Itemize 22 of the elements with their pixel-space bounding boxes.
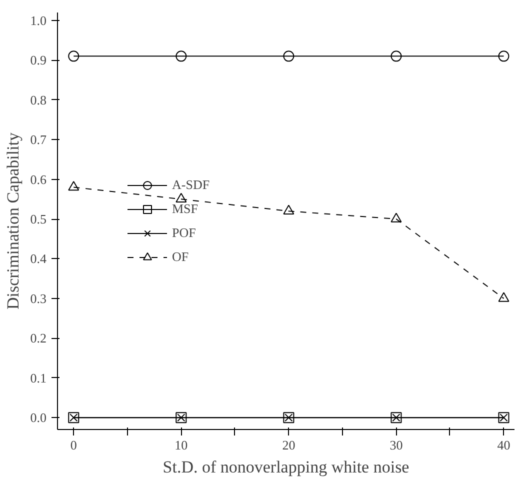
x-tick-label: 0 [70, 438, 77, 452]
x-axis-title: St.D. of nonoverlapping white noise [162, 458, 410, 476]
legend-label: MSF [172, 200, 198, 216]
y-tick-label: 0.1 [30, 370, 46, 386]
x-tick-label: 30 [390, 438, 403, 452]
y-tick-label: 0.8 [30, 92, 46, 108]
y-tick-label: 0.4 [30, 251, 47, 266]
y-tick-label: 0.0 [30, 410, 46, 426]
x-tick-label: 40 [497, 438, 510, 452]
y-tick-label: 0.7 [30, 132, 47, 148]
y-tick-label: 0.6 [30, 172, 47, 187]
y-tick-label: 0.5 [30, 212, 46, 227]
legend-label: OF [172, 248, 190, 264]
x-tick-label: 10 [174, 438, 188, 452]
legend-label: A-SDF [172, 176, 210, 192]
y-axis-title: Discrimination Capability [3, 132, 22, 310]
y-tick-label: 0.2 [30, 330, 46, 346]
x-tick-label: 20 [282, 438, 296, 452]
y-tick-label: 1.0 [30, 12, 46, 28]
y-tick-label: 0.3 [30, 290, 46, 306]
y-tick-label: 0.9 [30, 52, 46, 68]
legend-label: POF [172, 224, 196, 240]
